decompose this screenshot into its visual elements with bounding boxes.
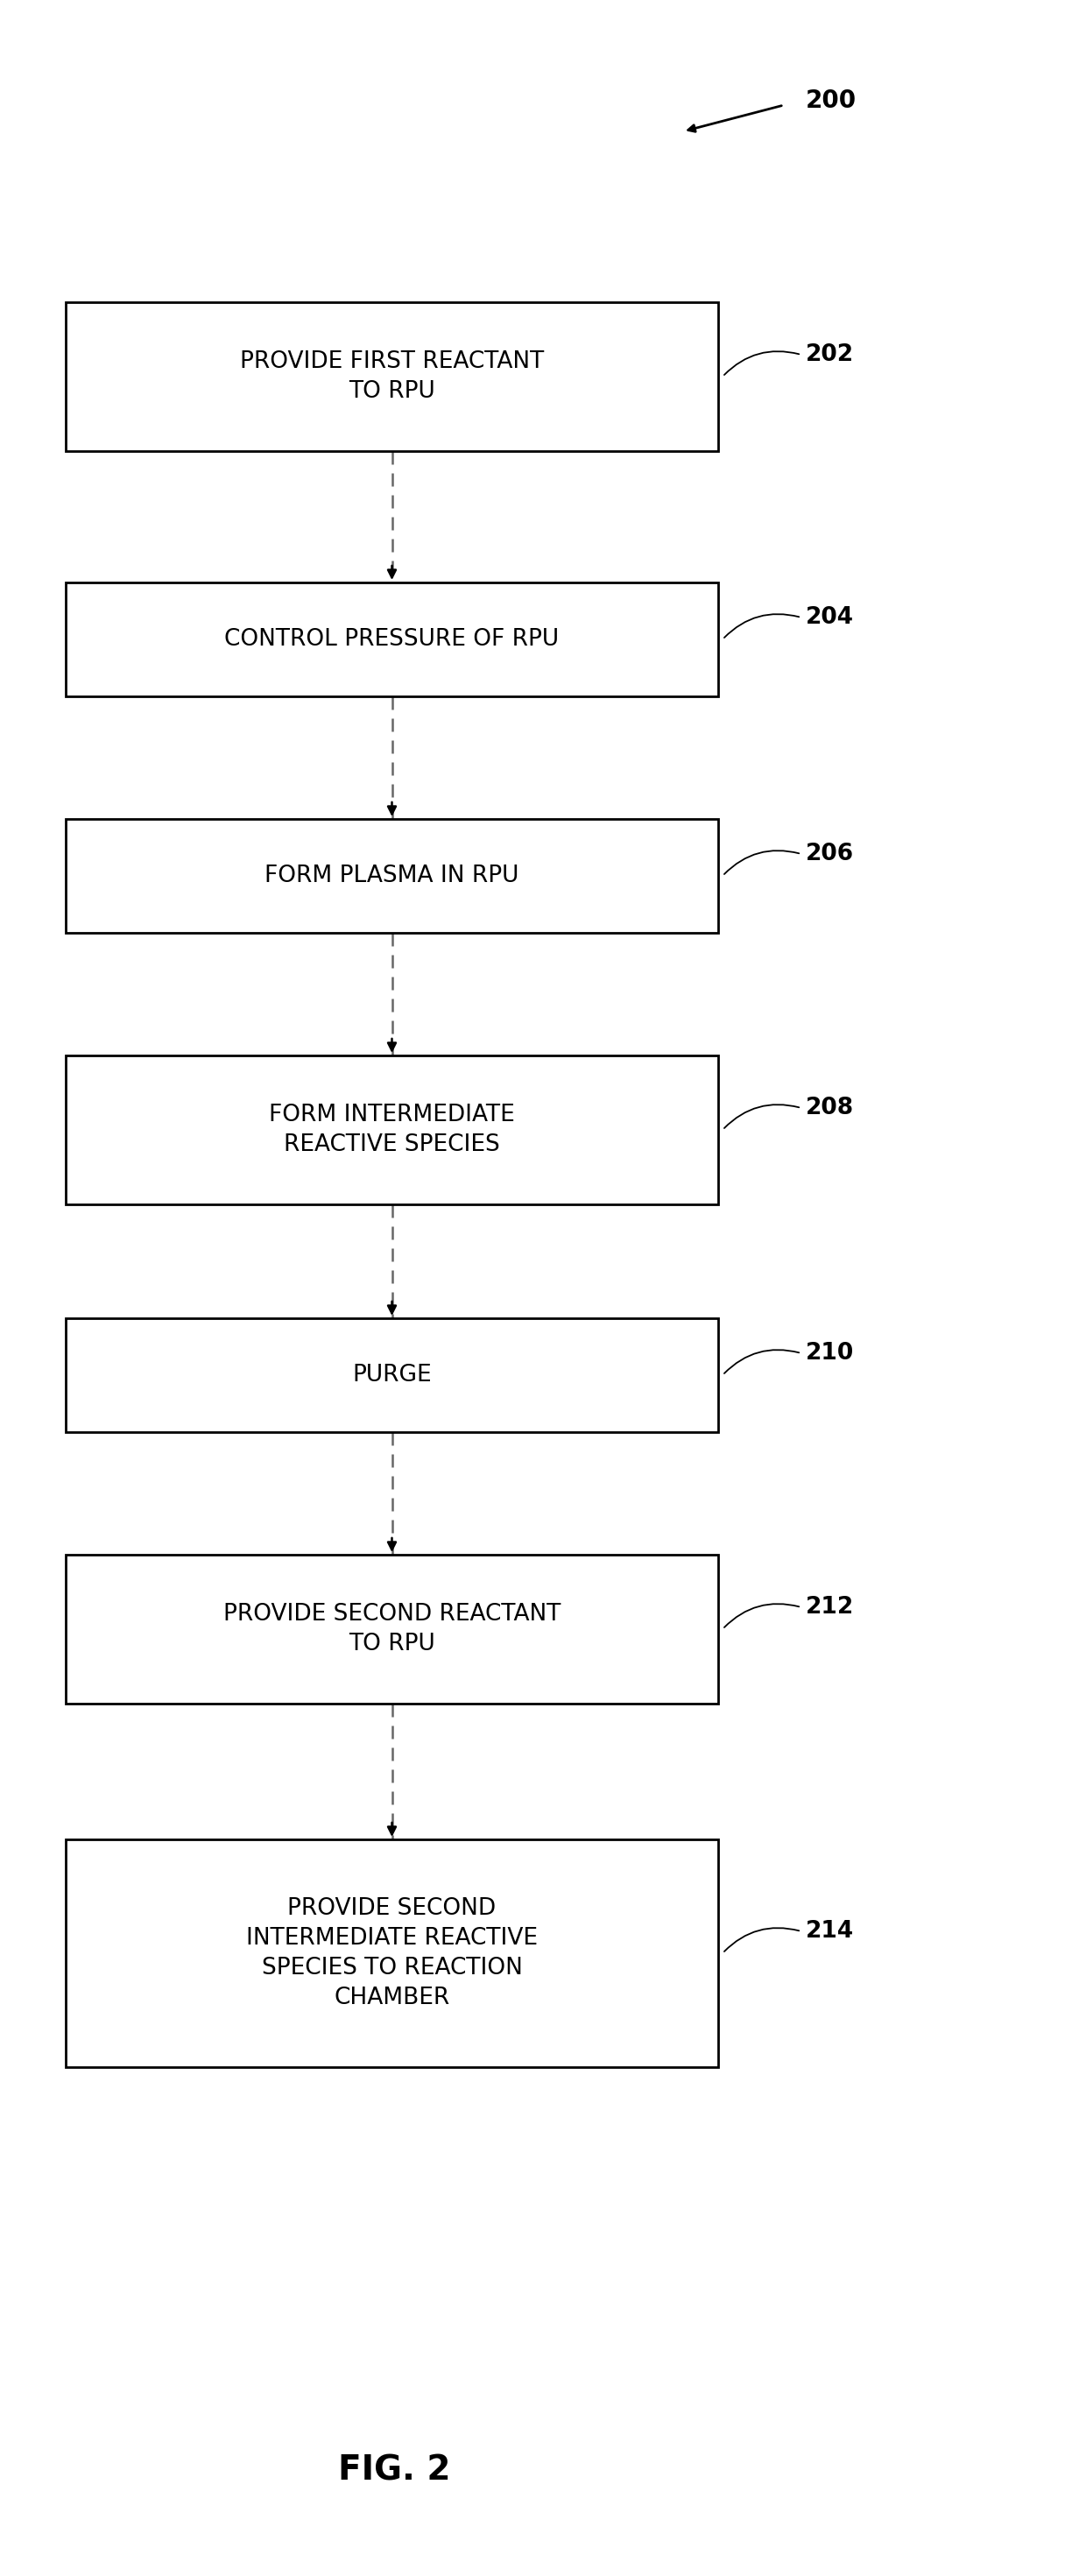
- Text: 200: 200: [806, 88, 857, 113]
- Text: FIG. 2: FIG. 2: [338, 2452, 451, 2486]
- Text: 202: 202: [806, 343, 854, 366]
- Text: PROVIDE SECOND
INTERMEDIATE REACTIVE
SPECIES TO REACTION
CHAMBER: PROVIDE SECOND INTERMEDIATE REACTIVE SPE…: [247, 1896, 538, 2009]
- Text: FORM INTERMEDIATE
REACTIVE SPECIES: FORM INTERMEDIATE REACTIVE SPECIES: [269, 1103, 515, 1157]
- Text: 210: 210: [806, 1342, 854, 1365]
- Bar: [65, 1319, 718, 1432]
- Text: 208: 208: [806, 1097, 854, 1121]
- Text: PURGE: PURGE: [352, 1363, 431, 1386]
- Text: PROVIDE FIRST REACTANT
TO RPU: PROVIDE FIRST REACTANT TO RPU: [240, 350, 544, 402]
- Bar: [65, 1556, 718, 1703]
- Bar: [65, 1056, 718, 1206]
- Bar: [65, 582, 718, 696]
- Text: CONTROL PRESSURE OF RPU: CONTROL PRESSURE OF RPU: [225, 629, 559, 652]
- Text: 204: 204: [806, 605, 854, 629]
- Bar: [65, 301, 718, 451]
- Text: 212: 212: [806, 1597, 854, 1618]
- Text: 206: 206: [806, 842, 854, 866]
- Text: PROVIDE SECOND REACTANT
TO RPU: PROVIDE SECOND REACTANT TO RPU: [223, 1602, 560, 1656]
- Text: 214: 214: [806, 1919, 854, 1942]
- Bar: [65, 1839, 718, 2066]
- Bar: [65, 819, 718, 933]
- Text: FORM PLASMA IN RPU: FORM PLASMA IN RPU: [265, 866, 519, 886]
